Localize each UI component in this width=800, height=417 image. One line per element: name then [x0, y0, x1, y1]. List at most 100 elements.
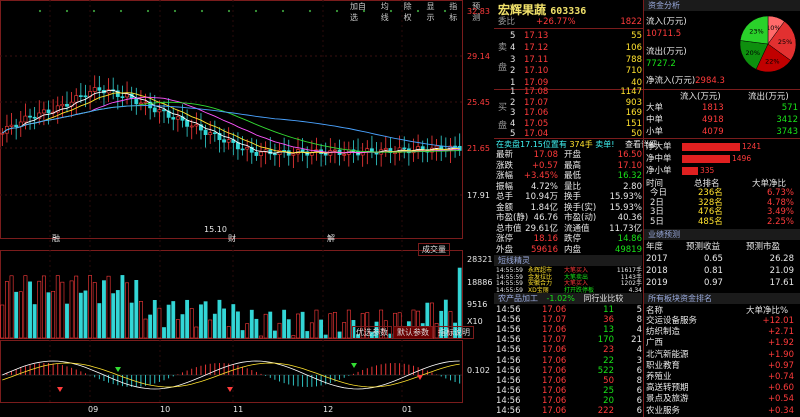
- event-mark[interactable]: 融: [52, 234, 60, 243]
- sector-row[interactable]: 景点及旅游 +0.54: [646, 394, 798, 405]
- buy-order-row[interactable]: 3 17.06 169: [510, 107, 642, 119]
- tab-indicator-help[interactable]: 指标说明: [434, 326, 474, 339]
- flow-row: 中单 4918 3412: [646, 114, 798, 126]
- quote-row: 涨幅 +3.45% 最低 16.32: [496, 171, 642, 182]
- peer-compare-link[interactable]: 同行业比较: [583, 294, 624, 303]
- sector-row[interactable]: 高送转预期 +0.60: [646, 383, 798, 394]
- volume-bar: [138, 301, 143, 339]
- sector-row[interactable]: 农业服务 +0.34: [646, 406, 798, 417]
- tick-price: 17.06: [542, 355, 567, 366]
- toolbar-exright[interactable]: 除权: [403, 2, 412, 22]
- tab-optimal-params[interactable]: 优选参数: [352, 326, 392, 339]
- stock-code: 603336: [550, 6, 587, 17]
- event-dot: [443, 9, 447, 13]
- candle-body: [65, 103, 69, 107]
- quote-value: 11.73亿: [609, 223, 642, 234]
- alert-row[interactable]: 14:55:59 金发拉比 大笔卖出 1143手: [496, 274, 642, 281]
- tab-shortline[interactable]: 短线精灵: [494, 255, 642, 266]
- alert-row[interactable]: 14:55:59 永辉超市 大笔买入 11617手: [496, 267, 642, 274]
- alert-row[interactable]: 14:55:59 安徽合力 大笔买入 1202手: [496, 280, 642, 287]
- kline-chart-area[interactable]: 加自选 均线 除权 显示 指标 预测 32.83 29.14 25.45 21.…: [0, 0, 492, 417]
- sell-side-label: 盘: [498, 63, 508, 73]
- sector-row[interactable]: 广西 +1.92: [646, 338, 798, 349]
- date-tick: 09: [88, 405, 99, 414]
- toolbar-indicator[interactable]: 指标: [449, 2, 458, 22]
- tick-count: 8: [636, 375, 642, 386]
- volume-bar: [268, 311, 273, 339]
- quote-label: 最高: [564, 160, 582, 171]
- buy-order-row[interactable]: 5 17.04 50: [510, 128, 642, 140]
- sell-order-row[interactable]: 1 17.09 40: [510, 77, 642, 89]
- sell-order-row[interactable]: 3 17.11 788: [510, 54, 642, 66]
- event-dot: [92, 9, 96, 13]
- quote-label: 市盈(动): [564, 213, 597, 223]
- buy-order-row[interactable]: 1 17.08 1147: [510, 86, 642, 98]
- sell-order-row[interactable]: 4 17.12 106: [510, 42, 642, 54]
- sector-row[interactable]: 养殖业 +0.74: [646, 372, 798, 383]
- date-tick: 12: [323, 405, 334, 414]
- toolbar-forecast[interactable]: 预测: [472, 2, 481, 22]
- quote-label: 最新: [496, 150, 514, 160]
- quote-value: 16.50: [617, 150, 642, 160]
- net-flow-value: 1496: [732, 154, 752, 163]
- date-tick: 01: [402, 405, 413, 414]
- tick-time: 14:56: [496, 385, 521, 396]
- volume-bar: [282, 309, 287, 339]
- event-dot: [254, 9, 258, 13]
- toolbar-add-watch[interactable]: 加自选: [350, 2, 366, 22]
- tab-forecast[interactable]: 业绩预测: [644, 229, 800, 240]
- chart-toolbar: 加自选 均线 除权 显示 指标 预测: [348, 1, 490, 23]
- candle-body: [175, 116, 180, 120]
- sector-row[interactable]: 北汽新能源 +1.90: [646, 350, 798, 361]
- inflow-value: 10711.5: [646, 29, 682, 39]
- volume-bar: [41, 275, 46, 339]
- volume-tab[interactable]: 成交量: [418, 243, 450, 256]
- order-volume: 1147: [620, 87, 642, 97]
- tick-volume: 222: [597, 406, 614, 416]
- sell-order-row[interactable]: 5 17.13 55: [510, 30, 642, 42]
- volume-bar: [351, 320, 356, 339]
- order-price: 17.10: [524, 66, 549, 77]
- volume-bar: [245, 323, 250, 339]
- buy-order-row[interactable]: 4 17.05 151: [510, 118, 642, 130]
- order-level: 5: [510, 31, 516, 41]
- tab-sector-rank[interactable]: 所有板块资金排名: [644, 293, 800, 304]
- tab-default-params[interactable]: 默认参数: [393, 326, 433, 339]
- candle-body: [171, 117, 176, 120]
- order-level: 2: [510, 97, 516, 108]
- event-mark[interactable]: 财: [228, 234, 236, 243]
- candle-body: [97, 87, 102, 91]
- forecast-eps: 0.65: [704, 254, 723, 264]
- sector-row[interactable]: 交运设备服务 +12.01: [646, 316, 798, 327]
- tab-capital-flow[interactable]: 资金分析: [644, 0, 800, 11]
- macd-tick: 0.102: [467, 366, 490, 375]
- price-tick: 17.91: [467, 191, 490, 200]
- alert-row[interactable]: 14:55:59 XD宝丽 打开跌停板 4.34: [496, 287, 642, 294]
- ma5-line: [2, 89, 460, 154]
- rank-row: 3日 476名 3.49%: [646, 207, 798, 218]
- sector-row[interactable]: 职业教育 +0.97: [646, 361, 798, 372]
- volume-bar: [5, 281, 9, 339]
- pie-slice-label: 25%: [778, 38, 792, 46]
- volume-bar: [231, 304, 236, 339]
- event-mark[interactable]: 解: [327, 234, 335, 243]
- sector-row[interactable]: 纺织制造 +2.71: [646, 327, 798, 338]
- volume-bar: [175, 319, 180, 339]
- status-detail-link[interactable]: 查看详细: [625, 140, 658, 149]
- order-price: 17.07: [524, 97, 549, 108]
- sector-head-name: 名称: [646, 306, 664, 316]
- tick-row: 14:56 17.06 522 6: [496, 366, 642, 376]
- sell-order-row[interactable]: 2 17.10 710: [510, 65, 642, 77]
- tick-volume: 22: [603, 355, 614, 366]
- flow-in-value: 1813: [702, 103, 724, 113]
- toolbar-ma[interactable]: 均线: [380, 2, 389, 22]
- buy-order-row[interactable]: 2 17.07 903: [510, 97, 642, 109]
- flow-out-value: 3743: [776, 127, 798, 137]
- toolbar-display[interactable]: 显示: [426, 2, 435, 22]
- kline-chart-svg[interactable]: [0, 0, 490, 417]
- status-line: 在卖盘17.15位置有 374手 卖单! 查看详细: [496, 139, 657, 151]
- tab-industry[interactable]: 农产品加工 -1.02% 同行业比较: [494, 293, 642, 304]
- candle-body: [55, 105, 60, 113]
- rank-head-ratio: 大单净比: [752, 179, 787, 189]
- tick-price: 17.06: [542, 365, 567, 376]
